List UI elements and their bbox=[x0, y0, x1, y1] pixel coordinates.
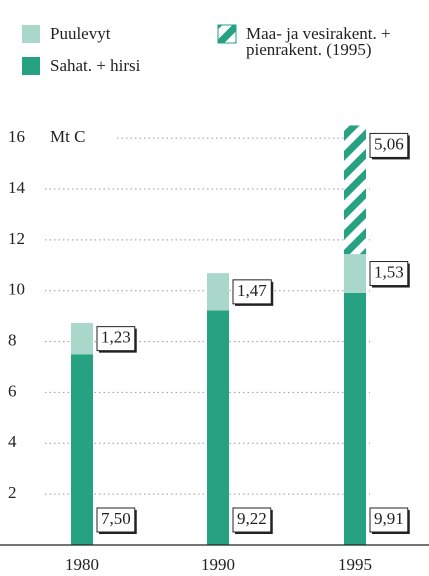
legend-label: Puulevyt bbox=[50, 24, 111, 43]
y-tick-label: 16 bbox=[8, 127, 25, 146]
legend-swatch bbox=[217, 24, 237, 44]
y-tick-label: 12 bbox=[8, 229, 25, 248]
value-label-text: 5,06 bbox=[374, 134, 404, 153]
legend-swatch bbox=[22, 25, 40, 43]
y-tick-label: 6 bbox=[8, 381, 17, 400]
value-label: 5,06 bbox=[369, 132, 410, 160]
y-tick-label: 2 bbox=[8, 483, 17, 502]
value-label: 1,23 bbox=[96, 326, 137, 353]
value-label-text: 1,47 bbox=[237, 281, 267, 300]
value-label: 7,50 bbox=[96, 507, 137, 534]
bar-segment bbox=[344, 292, 366, 545]
value-label-box bbox=[369, 132, 409, 158]
y-tick-label: 4 bbox=[8, 432, 17, 451]
value-label-box bbox=[369, 507, 409, 533]
y-tick-label: 10 bbox=[8, 280, 25, 299]
value-label-text: 9,91 bbox=[374, 509, 404, 528]
bar-segment bbox=[207, 273, 229, 311]
value-label-box bbox=[96, 507, 136, 533]
bar-segment bbox=[344, 125, 366, 255]
bar-segment bbox=[71, 354, 93, 545]
value-label-box bbox=[96, 326, 136, 352]
value-label: 9,22 bbox=[232, 507, 273, 534]
y-tick-label: 14 bbox=[8, 178, 26, 197]
y-axis-label: Mt C bbox=[50, 127, 85, 146]
value-label-text: 1,53 bbox=[374, 262, 404, 281]
bar-segment bbox=[207, 310, 229, 545]
x-tick-label: 1980 bbox=[65, 555, 99, 574]
value-label-text: 7,50 bbox=[101, 509, 131, 528]
value-label-text: 1,23 bbox=[101, 328, 131, 347]
x-tick-label: 1995 bbox=[338, 555, 372, 574]
bar-segment bbox=[71, 323, 93, 355]
value-label: 1,53 bbox=[369, 261, 410, 288]
x-tick-label: 1990 bbox=[201, 555, 235, 574]
y-tick-label: 8 bbox=[8, 330, 17, 349]
legend-label: Maa- ja vesirakent. + pienrakent. (1995) bbox=[246, 24, 391, 59]
value-label-text: 9,22 bbox=[237, 509, 267, 528]
value-label-box bbox=[232, 279, 272, 305]
value-label: 9,91 bbox=[369, 507, 410, 534]
value-label-box bbox=[232, 507, 272, 533]
legend-swatch bbox=[22, 57, 40, 75]
y-label-bg bbox=[44, 127, 116, 150]
value-label-box bbox=[369, 261, 409, 287]
legend-label: Sahat. + hirsi bbox=[50, 56, 141, 75]
bar-segment bbox=[344, 254, 366, 293]
value-label: 1,47 bbox=[232, 279, 274, 306]
